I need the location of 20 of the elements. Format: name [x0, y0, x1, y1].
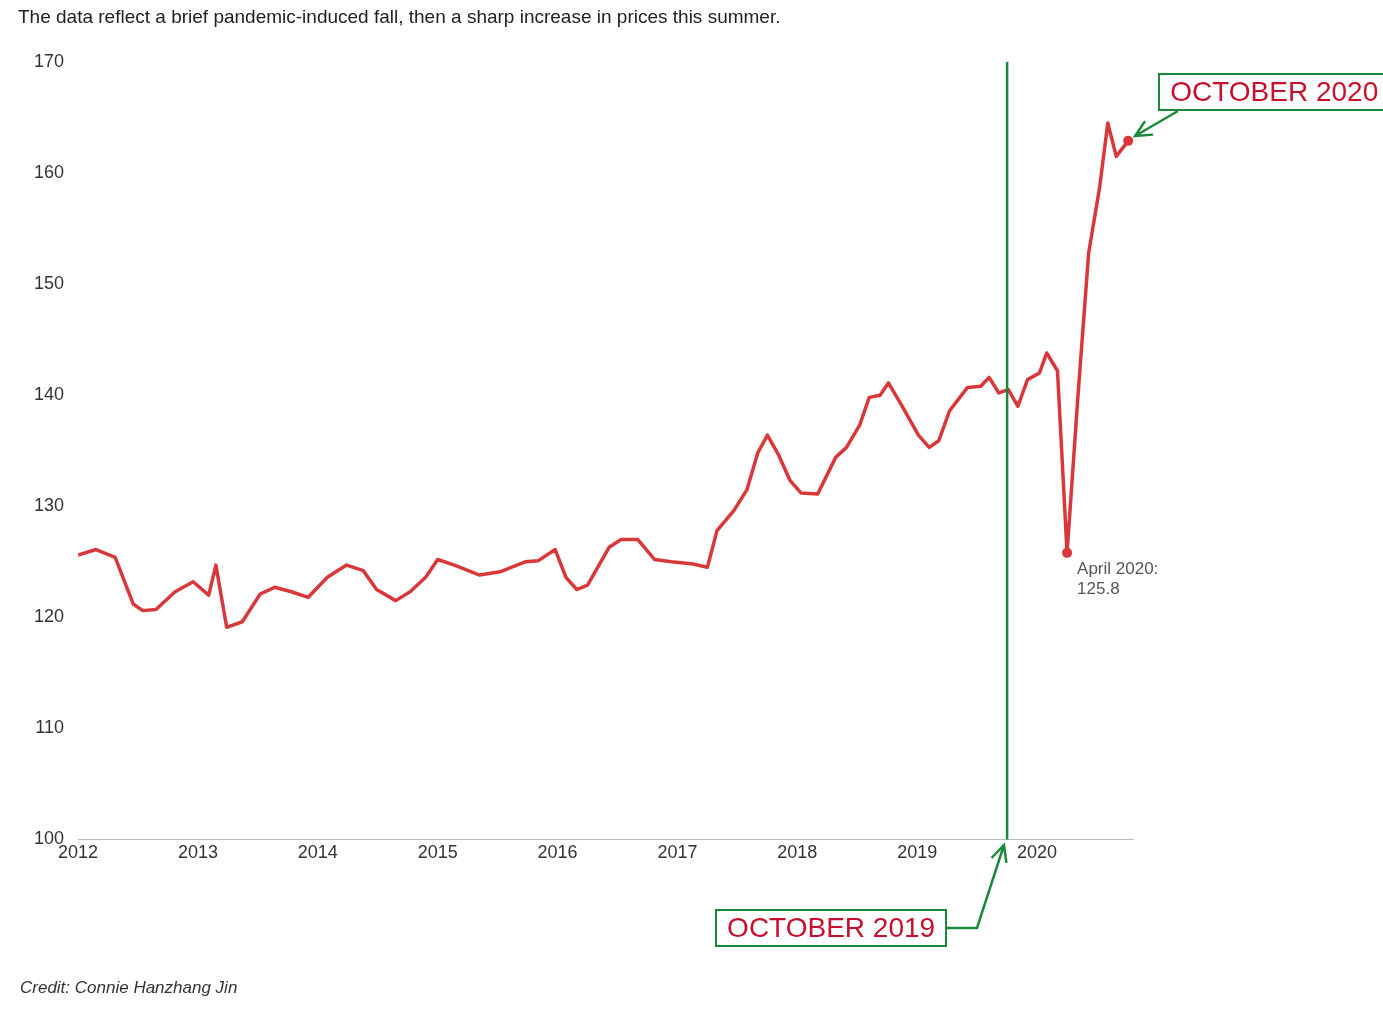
y-tick-label: 140: [33, 384, 65, 405]
text: Credit: Connie Hanzhang Jin: [20, 977, 238, 999]
x-tick-label: 2016: [537, 842, 578, 863]
y-tick-label: 110: [35, 717, 65, 738]
y-tick-label: 150: [33, 273, 65, 294]
annotation: April 2020: 125.8: [1077, 558, 1160, 599]
x-tick-label: 2013: [177, 842, 218, 863]
x-tick-label: 2015: [417, 842, 458, 863]
x-tick-label: 2017: [657, 842, 698, 863]
x-tick-label: 2019: [897, 842, 938, 863]
annotation: OCTOBER 2020: [1158, 72, 1383, 111]
x-tick-label: 2014: [297, 842, 338, 863]
y-tick-label: 120: [33, 606, 65, 627]
x-tick-label: 2018: [777, 842, 818, 863]
x-tick-label: 2020: [1017, 842, 1058, 863]
y-tick-label: 130: [33, 495, 65, 516]
y-tick-label: 170: [33, 50, 65, 71]
y-tick-label: 160: [33, 162, 65, 183]
chart-subtitle: The data reflect a brief pandemic-induced fall, then a sharp increase in prices this summer.: [18, 6, 781, 28]
ref-line-label: OCTOBER 2019: [715, 909, 948, 948]
